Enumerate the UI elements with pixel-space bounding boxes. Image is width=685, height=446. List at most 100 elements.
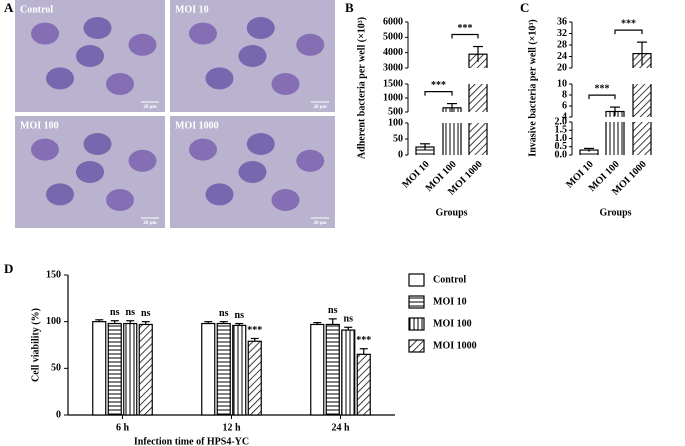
significance: *** [247, 325, 262, 336]
nucleus [238, 45, 267, 67]
bar-clip [632, 122, 652, 155]
bar [216, 322, 231, 416]
y-tick-label: 150 [46, 269, 61, 280]
nucleus [271, 189, 300, 211]
nucleus [83, 17, 112, 39]
significance: ns [344, 314, 354, 325]
x-axis-label: Groups [435, 207, 467, 218]
nucleus [31, 138, 59, 161]
y-tick-label: 100 [46, 316, 61, 327]
y-tick-label: 1000 [383, 92, 403, 103]
panel-label: D [4, 261, 13, 276]
legend-swatch [408, 317, 425, 331]
bar-clip [584, 124, 594, 125]
y-tick-label: 1.5 [555, 125, 568, 136]
panel-label: C [520, 0, 529, 15]
nucleus [106, 189, 134, 211]
significance: *** [356, 335, 371, 346]
legend-label: Control [433, 274, 466, 285]
significance: *** [595, 83, 610, 94]
y-tick-label: 0 [398, 149, 403, 160]
nucleus [189, 138, 217, 161]
nucleus [83, 133, 112, 155]
bar-clip [584, 137, 594, 138]
panel-label: B [345, 0, 354, 15]
significance: *** [621, 18, 636, 29]
bar-clip [420, 125, 430, 126]
nucleus [31, 22, 59, 45]
y-tick-label: 20 [557, 62, 567, 73]
y-tick-label: 50 [393, 133, 403, 144]
y-tick-label: 0 [56, 409, 61, 420]
significance: ns [235, 310, 245, 321]
y-tick-label: 8 [562, 89, 567, 100]
y-tick-label: 0.0 [555, 149, 568, 160]
bar [123, 322, 138, 416]
bar [605, 122, 625, 155]
bar [341, 329, 356, 416]
bar [310, 323, 325, 416]
y-axis-label: Cell viability (%) [30, 308, 41, 382]
nucleus [246, 17, 275, 39]
y-tick-label: 500 [388, 106, 403, 117]
bar-clip [468, 123, 488, 155]
y-tick-label: 2.0 [555, 116, 568, 127]
legend-swatch [408, 273, 425, 287]
significance: ns [126, 307, 136, 318]
y-tick-label: 4 [562, 111, 567, 122]
image-label: Control [20, 4, 53, 15]
scale-label: 20 μm [313, 221, 327, 226]
y-tick-label: 6 [562, 100, 567, 111]
bar-clip [442, 102, 462, 112]
nucleus [76, 45, 104, 67]
legend-swatch [408, 295, 425, 309]
bar-clip [468, 45, 488, 68]
y-tick-label: 100 [388, 117, 403, 128]
panel-label: A [4, 0, 14, 15]
nucleus [238, 161, 267, 183]
bar [468, 123, 488, 155]
nucleus [296, 33, 325, 56]
bar-clip [605, 106, 625, 117]
image-label: MOI 1000 [175, 120, 219, 131]
bar [247, 340, 262, 416]
scale-label: 20 μm [143, 221, 157, 226]
bar [107, 322, 122, 416]
bar [632, 84, 652, 117]
y-tick-label: 36 [557, 16, 567, 27]
y-tick-label: 6000 [383, 16, 403, 27]
y-axis-label: Adherent bacteria per well (×10³) [356, 17, 367, 159]
scale-label: 20 μm [313, 105, 327, 110]
nucleus [271, 73, 300, 95]
y-tick-label: 0.5 [555, 141, 568, 152]
y-tick-label: 4000 [383, 47, 403, 58]
significance: *** [431, 80, 446, 91]
bar [468, 84, 488, 112]
scale-label: 20 μm [143, 105, 157, 110]
significance: ns [328, 305, 338, 316]
bar [138, 323, 153, 416]
bar-clip [442, 123, 462, 155]
bar-clip [579, 147, 599, 155]
y-tick-label: 3000 [383, 62, 403, 73]
legend-label: MOI 1000 [433, 340, 477, 351]
significance: ns [110, 307, 120, 318]
y-tick-label: 5000 [383, 32, 403, 43]
bracket [424, 91, 453, 96]
nucleus [205, 67, 234, 90]
bar-clip [632, 84, 652, 117]
x-axis-label: Infection time of HPS4-YC [134, 436, 249, 446]
y-tick-label: 1500 [383, 78, 403, 89]
nucleus [76, 161, 104, 183]
y-tick-label: 24 [557, 51, 567, 62]
bar [632, 122, 652, 155]
bar [201, 322, 216, 416]
image-label: MOI 100 [20, 120, 59, 131]
panel-a: A [4, 0, 14, 15]
nucleus [296, 149, 325, 172]
bar [325, 323, 340, 416]
bar-clip [632, 41, 652, 68]
legend-label: MOI 10 [433, 296, 467, 307]
bracket [614, 29, 643, 35]
